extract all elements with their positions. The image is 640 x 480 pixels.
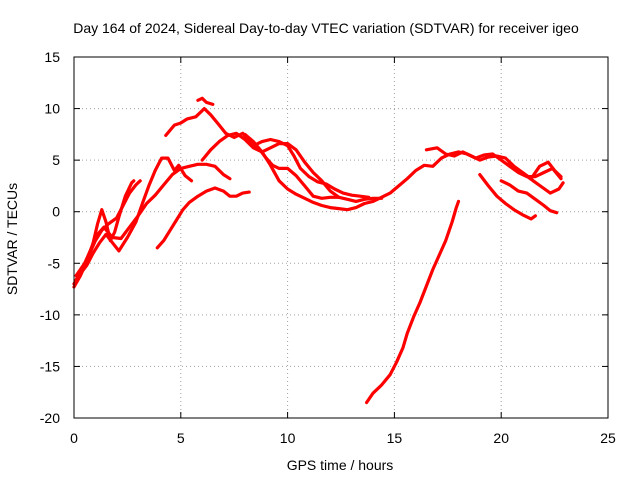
- series-arc-14: [506, 162, 565, 195]
- x-tick-label-5: 5: [177, 430, 185, 446]
- x-tick-label-0: 0: [70, 430, 78, 446]
- x-tick-label-10: 10: [280, 430, 296, 446]
- x-axis-title: GPS time / hours: [287, 457, 394, 473]
- series-arc-8: [200, 131, 384, 203]
- series-arc-15: [365, 199, 461, 405]
- y-tick-label--20: -20: [40, 410, 60, 426]
- x-tick-label-15: 15: [387, 430, 403, 446]
- x-tick-label-25: 25: [600, 430, 616, 446]
- plot-frame: [73, 56, 609, 419]
- series-arc-7: [196, 96, 215, 106]
- y-tick-label--10: -10: [40, 307, 60, 323]
- series-arc-4: [74, 162, 232, 278]
- series-arc-12: [478, 173, 537, 221]
- series-arc-2: [72, 156, 194, 286]
- y-tick-label-10: 10: [44, 101, 60, 117]
- series-arc-13: [499, 179, 559, 215]
- grid-lines: [74, 57, 608, 418]
- plot-series: [72, 96, 565, 405]
- y-tick-label-15: 15: [44, 49, 60, 65]
- series-arc-9: [251, 137, 371, 199]
- series-arc-6: [164, 107, 341, 200]
- y-tick-label--5: -5: [48, 255, 61, 271]
- chart-title: Day 164 of 2024, Sidereal Day-to-day VTE…: [73, 20, 579, 36]
- y-tick-label--15: -15: [40, 358, 60, 374]
- series-arc-5: [155, 186, 251, 250]
- x-tick-label-20: 20: [493, 430, 509, 446]
- y-axis-title: SDTVAR / TECUs: [4, 183, 20, 295]
- y-tick-label-5: 5: [52, 152, 60, 168]
- series-arc-11: [424, 146, 563, 181]
- y-tick-label-0: 0: [52, 204, 60, 220]
- axes: 0 5 10 15 20 25 -20 -15 -10 -5 0 5 10 15: [40, 49, 616, 446]
